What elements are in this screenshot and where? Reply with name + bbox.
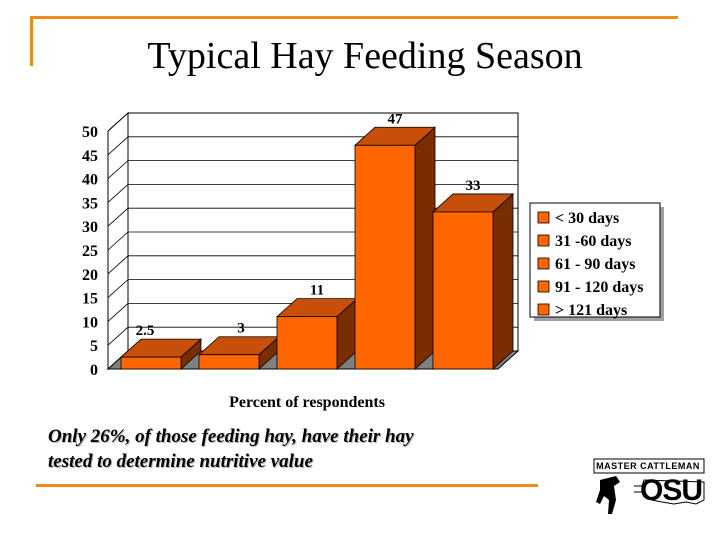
bar [276, 316, 338, 370]
bottom-accent-rule [36, 484, 538, 487]
bar-side [492, 193, 514, 370]
y-tick-label: 0 [90, 362, 98, 379]
slide-title: Typical Hay Feeding Season [147, 35, 583, 77]
y-tick-label: 10 [82, 314, 98, 331]
y-tick-label: 5 [90, 338, 98, 355]
legend-label: > 121 days [555, 302, 627, 319]
caption-line-1: Only 26%, of those feeding hay, have the… [48, 426, 414, 447]
y-tick-label: 20 [82, 267, 98, 284]
y-tick-label: 15 [82, 291, 98, 308]
y-tick-label: 45 [82, 148, 98, 165]
legend-label: < 30 days [555, 210, 619, 227]
y-tick-label: 30 [82, 219, 98, 236]
y-tick-label: 50 [82, 124, 98, 141]
legend-label: 91 - 120 days [555, 279, 643, 296]
bar-value-label: 11 [310, 283, 324, 299]
caption-line-2: tested to determine nutritive value [48, 451, 313, 472]
gridline [107, 112, 518, 132]
left-accent-rule [30, 16, 33, 66]
bar-value-label: 47 [388, 111, 404, 127]
legend-box [529, 202, 661, 318]
y-tick-label: 40 [82, 172, 98, 189]
oklahoma-outline-icon [634, 479, 705, 505]
caption: Only 26%, of those feeding hay, have the… [48, 424, 548, 474]
bar-value-label: 3 [237, 321, 245, 337]
legend-swatch [537, 211, 550, 224]
cowboy-icon [596, 476, 620, 514]
bar-value-label: 33 [466, 178, 481, 194]
bar-value-label: 2.5 [136, 323, 155, 339]
x-axis-label: Percent of respondents [229, 394, 385, 411]
bar [120, 356, 182, 370]
top-accent-rule [30, 16, 678, 19]
legend-swatch [537, 303, 550, 316]
legend-swatch [537, 280, 550, 293]
bar-side [414, 126, 436, 370]
legend-label: 31 -60 days [555, 233, 631, 250]
y-tick-label: 35 [82, 195, 98, 212]
logo-mark: OSU [640, 474, 703, 507]
chart-bars [119, 126, 515, 370]
legend-label: 61 - 90 days [555, 256, 635, 273]
bar [354, 144, 416, 370]
bar [198, 354, 260, 370]
legend-swatch [537, 257, 550, 270]
logo-text: Master Cattleman [596, 461, 700, 471]
y-tick-label: 25 [82, 243, 98, 260]
legend-swatch [537, 234, 550, 247]
bar [432, 211, 494, 370]
chart-labels: 0 5 10 15 20 25 30 35 40 45 50 2.5 3 11 47 33 Percent of… [82, 111, 664, 411]
osu-logo [593, 458, 705, 514]
